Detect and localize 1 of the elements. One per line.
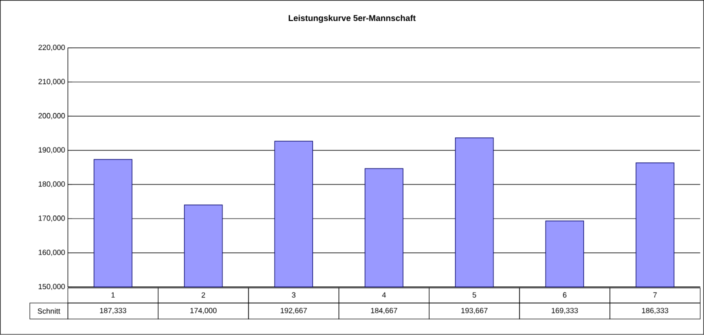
chart-title: Leistungskurve 5er-Mannschaft	[288, 14, 416, 23]
